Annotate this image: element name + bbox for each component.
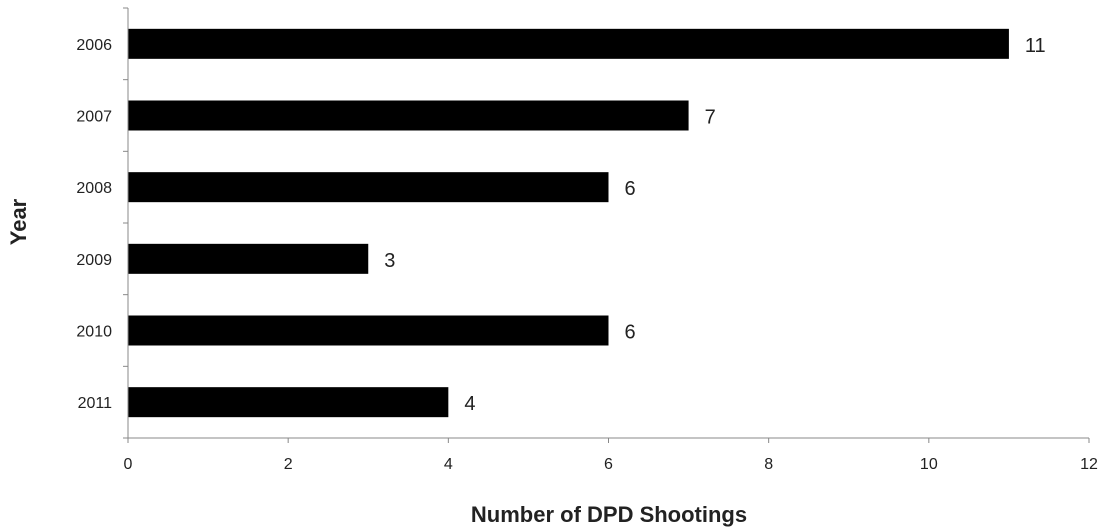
bar-2006 bbox=[128, 28, 1009, 59]
data-label-2010: 6 bbox=[625, 322, 636, 344]
y-tick-label-2011: 2011 bbox=[78, 395, 113, 412]
y-tick-label-2006: 2006 bbox=[76, 37, 112, 54]
x-tick-label-12: 12 bbox=[1080, 456, 1098, 473]
bar-2011 bbox=[128, 387, 449, 418]
data-label-2007: 7 bbox=[705, 107, 716, 129]
data-label-2008: 6 bbox=[625, 178, 636, 200]
y-tick-label-2009: 2009 bbox=[76, 252, 112, 269]
x-axis-title: Number of DPD Shootings bbox=[471, 502, 747, 527]
bar-2010 bbox=[128, 315, 609, 346]
y-axis-title: Year bbox=[6, 198, 31, 245]
data-label-2006: 11 bbox=[1025, 35, 1046, 57]
bar-2009 bbox=[128, 243, 369, 274]
bars-layer bbox=[128, 28, 1009, 418]
bar-2008 bbox=[128, 172, 609, 203]
y-tick-label-2008: 2008 bbox=[76, 180, 112, 197]
data-label-2009: 3 bbox=[384, 250, 395, 272]
y-tick-label-2010: 2010 bbox=[76, 324, 112, 341]
x-tick-label-0: 0 bbox=[124, 456, 133, 473]
y-tick-label-2007: 2007 bbox=[76, 109, 112, 126]
bar-2007 bbox=[128, 100, 689, 131]
axes-layer: 2006 11 2007 7 2008 6 2009 3 2010 6 2011 4 0 2 4 6 8 10 12 bbox=[76, 7, 1098, 473]
x-tick-label-4: 4 bbox=[444, 456, 453, 473]
x-tick-label-10: 10 bbox=[920, 456, 938, 473]
data-label-2011: 4 bbox=[464, 393, 475, 415]
x-tick-label-8: 8 bbox=[764, 456, 773, 473]
x-tick-label-6: 6 bbox=[604, 456, 613, 473]
x-tick-label-2: 2 bbox=[284, 456, 293, 473]
